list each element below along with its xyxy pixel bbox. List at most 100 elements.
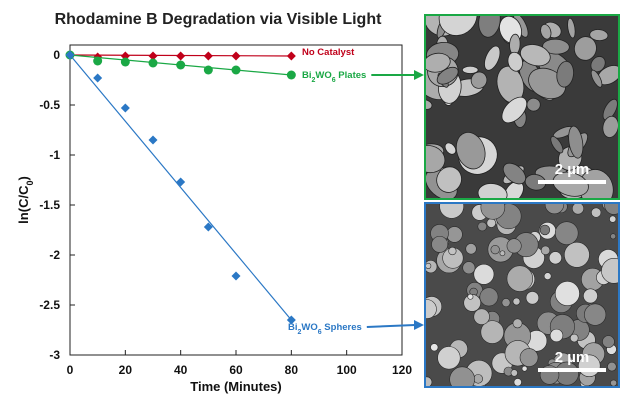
sem-sphere (506, 265, 534, 292)
series-2-arrow (366, 324, 416, 328)
series-0-label: No Catalyst (302, 47, 355, 58)
sem-plate (455, 132, 486, 170)
sem-sphere (501, 298, 511, 308)
x-axis: 0 20 40 60 80 100 120 (67, 350, 412, 377)
series-2-point (176, 177, 186, 187)
sem-plate (519, 44, 551, 67)
plot-area (69, 44, 403, 356)
series-2-label: Bi2WO6 Spheres (288, 322, 362, 336)
sem-sphere (604, 204, 618, 215)
series-1-point (120, 57, 130, 67)
sem-sphere (510, 369, 518, 377)
sem-sphere (490, 244, 500, 255)
y-tick-label: -1 (49, 148, 60, 162)
series-0-point (231, 51, 241, 61)
sem-sphere (462, 261, 476, 275)
series-0-point (148, 51, 158, 61)
sem-sphere (439, 204, 465, 219)
sem-sphere (479, 287, 499, 307)
sem-plate (501, 96, 528, 124)
series-layer (65, 50, 296, 325)
sem-sphere (486, 218, 497, 228)
series-0-point (286, 51, 296, 61)
sem-sphere (473, 263, 495, 285)
sem-plate (590, 69, 603, 88)
sem-plate (426, 52, 451, 73)
sem-sphere (601, 258, 618, 284)
y-tick-label: -3 (49, 348, 60, 362)
series-2-point (231, 271, 241, 281)
sem-sphere (519, 348, 539, 367)
spheres-sem-image: 2 µm (424, 202, 620, 388)
x-tick-label: 40 (174, 363, 188, 377)
plates-sem-texture (426, 16, 618, 198)
sem-sphere (506, 238, 522, 254)
y-tick-label: -1.5 (39, 198, 60, 212)
sem-sphere (548, 251, 562, 265)
plates-scale-label: 2 µm (554, 161, 590, 178)
series-1-point (93, 56, 103, 66)
sem-plate (477, 183, 508, 198)
plates-sem-image: 2 µm (424, 14, 620, 200)
sem-sphere (554, 281, 580, 307)
sem-sphere (465, 243, 477, 255)
sem-sphere (477, 221, 488, 232)
sem-sphere (549, 328, 564, 343)
series-1-label: Bi2WO6 Plates (302, 70, 366, 84)
sem-sphere (543, 272, 552, 280)
sem-sphere (426, 262, 432, 269)
y-tick-label: -0.5 (39, 98, 60, 112)
spheres-scale-line (538, 368, 606, 372)
sem-sphere (563, 241, 590, 268)
sem-sphere (480, 320, 505, 344)
sem-plate (568, 125, 584, 159)
sem-sphere (583, 288, 598, 304)
sem-sphere (609, 215, 617, 223)
sem-sphere (473, 374, 483, 384)
series-2-point (93, 73, 103, 83)
x-tick-label: 60 (229, 363, 243, 377)
sem-sphere (539, 224, 551, 236)
series-2-fit-line (69, 54, 292, 321)
sem-plate (528, 67, 566, 100)
sem-plate (567, 17, 576, 39)
series-2-point (148, 135, 158, 145)
series-2 (65, 50, 296, 325)
series-1-point (286, 70, 296, 80)
spheres-scale-bar: 2 µm (538, 349, 606, 372)
sem-sphere (437, 346, 461, 370)
sem-sphere (449, 366, 475, 386)
sem-sphere (521, 365, 528, 372)
y-tick-label: 0 (53, 48, 60, 62)
sem-sphere (467, 293, 474, 300)
sem-plate (461, 65, 479, 74)
series-1-point (203, 65, 213, 75)
sem-plate (602, 98, 618, 121)
series-1-point (176, 60, 186, 70)
sem-plate (573, 36, 597, 61)
sem-sphere (473, 308, 490, 325)
sem-plate (556, 60, 574, 88)
sem-sphere (569, 333, 579, 343)
sem-sphere (610, 379, 618, 386)
series-1-arrowhead (414, 70, 424, 80)
series-1-point (231, 65, 241, 75)
sem-plate (438, 16, 478, 36)
series-2-point (120, 103, 130, 113)
sem-sphere (591, 207, 602, 218)
y-tick-label: -2.5 (39, 298, 60, 312)
sem-sphere (480, 204, 506, 220)
sem-plate (552, 171, 589, 197)
sem-plate (436, 66, 459, 85)
plates-scale-bar: 2 µm (538, 161, 606, 184)
sem-sphere (512, 297, 521, 306)
sem-sphere (446, 226, 463, 243)
x-tick-label: 0 (67, 363, 74, 377)
y-axis-title: ln(C/C0) (16, 176, 35, 224)
y-tick-label: -2 (49, 248, 60, 262)
sem-sphere (430, 343, 439, 352)
sem-plate (426, 145, 446, 174)
sem-sphere (448, 246, 457, 256)
sem-plate (550, 136, 564, 154)
